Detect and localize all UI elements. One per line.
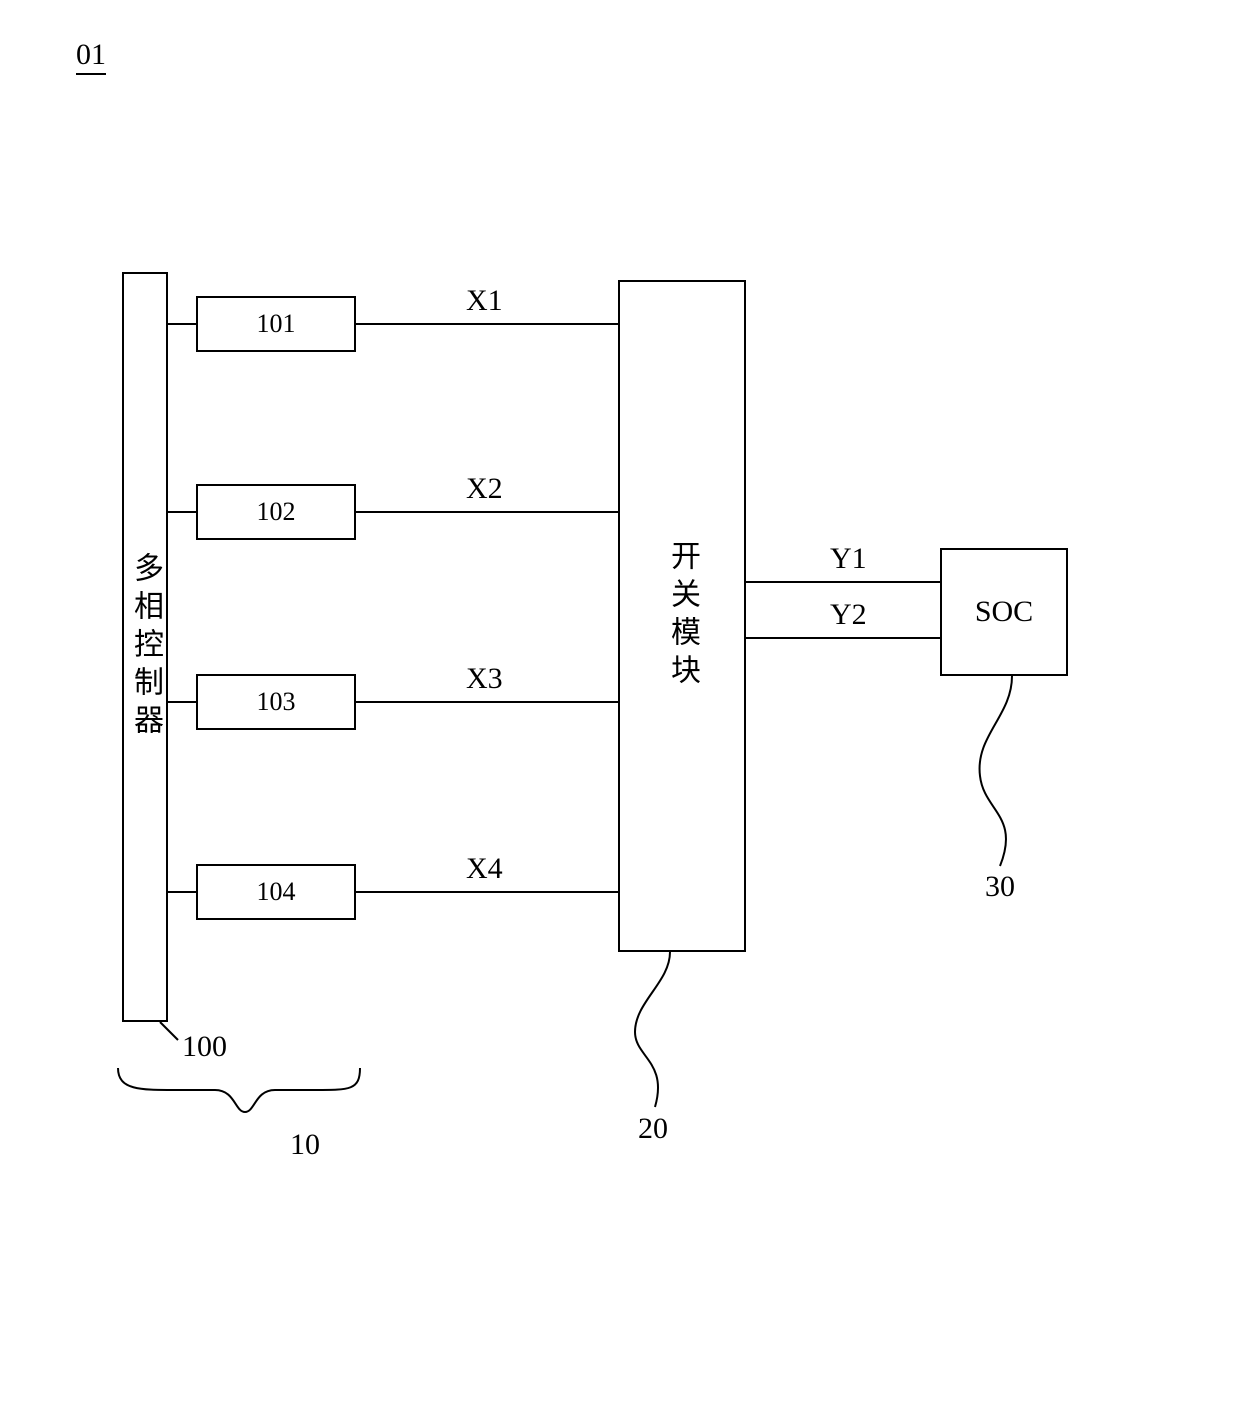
soc-label: SOC [975,595,1033,629]
wire-y1-label: Y1 [830,542,867,576]
controller-ref-label: 100 [182,1030,227,1064]
phase-block-104-label: 104 [257,877,296,907]
conn-ctrl-101 [168,323,196,325]
wire-x1-label: X1 [466,284,503,318]
figure-id-text: 01 [76,38,106,75]
wire-x2 [356,511,618,513]
phase-block-103: 103 [196,674,356,730]
wire-x4-label: X4 [466,852,503,886]
phase-block-102: 102 [196,484,356,540]
wire-x3-label: X3 [466,662,503,696]
conn-ctrl-103 [168,701,196,703]
soc-ref-leader [970,676,1050,876]
phase-block-101: 101 [196,296,356,352]
wire-y2-label: Y2 [830,598,867,632]
controller-box: 多相控制器 [122,272,168,1022]
switch-ref-label: 20 [638,1112,668,1146]
switch-module-label: 开关模块 [660,540,704,692]
phase-block-104: 104 [196,864,356,920]
switch-ref-leader [620,952,700,1122]
wire-y1 [746,581,940,583]
wire-x1 [356,323,618,325]
soc-ref-label: 30 [985,870,1015,904]
conn-ctrl-104 [168,891,196,893]
figure-id-label: 01 [76,38,106,72]
wire-y2 [746,637,940,639]
soc-box: SOC [940,548,1068,676]
group-brace [110,1060,370,1140]
phase-block-102-label: 102 [257,497,296,527]
wire-x2-label: X2 [466,472,503,506]
switch-module-box: 开关模块 [618,280,746,952]
group-ref-label: 10 [290,1128,320,1162]
controller-label: 多相控制器 [123,552,167,742]
conn-ctrl-102 [168,511,196,513]
wire-x4 [356,891,618,893]
phase-block-101-label: 101 [257,309,296,339]
wire-x3 [356,701,618,703]
phase-block-103-label: 103 [257,687,296,717]
